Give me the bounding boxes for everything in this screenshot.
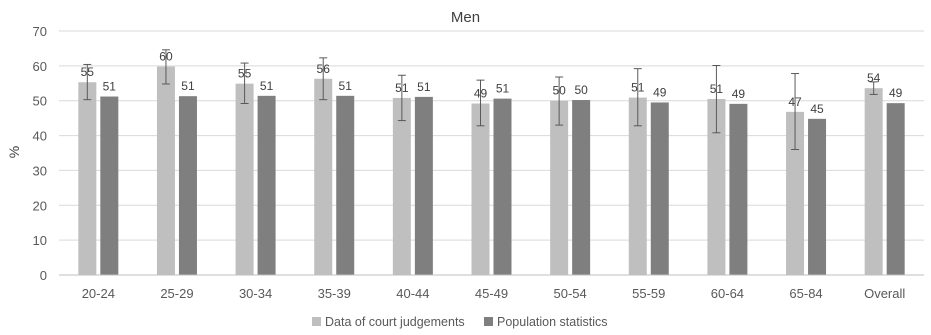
error-bars	[83, 49, 878, 151]
data-label-court-judgements: 51	[395, 81, 409, 95]
y-tick-label: 10	[33, 233, 47, 248]
y-tick-label: 0	[40, 268, 47, 283]
y-tick-label: 20	[33, 198, 47, 213]
x-axis-ticks: 20-24 25-29 30-34 35-39 40-44 45-49 50-54 55-59…	[82, 286, 906, 301]
x-tick-label: 35-39	[318, 286, 351, 301]
data-label-population-statistics: 49	[889, 86, 903, 100]
chart-title: Men	[451, 9, 480, 26]
bar-court-judgements	[235, 83, 254, 276]
bar-court-judgements	[78, 82, 97, 276]
bar-court-judgements	[156, 66, 175, 275]
x-tick-label: 60-64	[711, 286, 744, 301]
data-label-court-judgements: 54	[867, 71, 881, 85]
bar-court-judgements	[707, 98, 726, 275]
x-tick-label: Overall	[864, 286, 905, 301]
data-label-population-statistics: 51	[496, 82, 510, 96]
data-label-court-judgements: 51	[631, 81, 645, 95]
data-label-population-statistics: 49	[653, 85, 667, 99]
bar-court-judgements	[864, 88, 883, 275]
data-label-court-judgements: 60	[159, 50, 173, 64]
data-label-population-statistics: 51	[417, 80, 431, 94]
bar-population-statistics	[493, 98, 512, 275]
bar-population-statistics	[178, 96, 197, 275]
data-label-court-judgements: 51	[710, 82, 724, 96]
bar-court-judgements	[471, 103, 490, 275]
bars	[78, 66, 905, 276]
data-label-population-statistics: 45	[810, 102, 824, 116]
data-label-court-judgements: 47	[788, 95, 802, 109]
bar-population-statistics	[336, 95, 355, 275]
data-label-population-statistics: 51	[103, 80, 117, 94]
y-tick-label: 50	[33, 94, 47, 109]
x-tick-label: 20-24	[82, 286, 115, 301]
legend: Data of court judgements Population stati…	[312, 315, 607, 329]
y-tick-label: 70	[33, 24, 47, 39]
data-label-population-statistics: 51	[181, 79, 195, 93]
data-label-population-statistics: 50	[574, 83, 588, 97]
bar-court-judgements	[314, 78, 333, 275]
bar-court-judgements	[628, 97, 647, 275]
legend-item-population-statistics: Population statistics	[484, 315, 607, 329]
legend-label: Population statistics	[497, 315, 607, 329]
legend-swatch	[312, 317, 321, 326]
data-label-court-judgements: 50	[552, 84, 566, 98]
bar-court-judgements	[786, 111, 805, 276]
data-label-court-judgements: 55	[81, 65, 95, 79]
data-label-population-statistics: 51	[260, 79, 274, 93]
bar-population-statistics	[886, 103, 905, 275]
bar-population-statistics	[100, 96, 119, 275]
legend-swatch	[484, 317, 493, 326]
data-label-population-statistics: 51	[339, 79, 353, 93]
x-tick-label: 50-54	[554, 286, 587, 301]
y-tick-label: 60	[33, 59, 47, 74]
bar-population-statistics	[729, 103, 748, 275]
gridlines	[59, 30, 924, 241]
bar-population-statistics	[808, 118, 827, 275]
legend-label: Data of court judgements	[325, 315, 465, 329]
y-axis-ticks: 0 10 20 30 40 50 60 70	[33, 24, 47, 283]
bar-population-statistics	[572, 100, 591, 275]
legend-item-court-judgements: Data of court judgements	[312, 315, 465, 329]
y-axis-label: %	[6, 146, 22, 158]
y-tick-label: 40	[33, 129, 47, 144]
y-tick-label: 30	[33, 163, 47, 178]
bar-court-judgements	[392, 97, 411, 275]
x-tick-label: 25-29	[160, 286, 193, 301]
data-label-court-judgements: 49	[474, 87, 488, 101]
data-label-court-judgements: 56	[317, 62, 331, 76]
data-labels: 55 51 60 51 55 51 56 51 51 51 49 51 50 50 51 49 51 49 47 45…	[81, 50, 903, 116]
x-tick-label: 65-84	[789, 286, 822, 301]
data-label-population-statistics: 49	[732, 87, 746, 101]
bar-population-statistics	[650, 102, 669, 275]
x-tick-label: 45-49	[475, 286, 508, 301]
x-tick-label: 55-59	[632, 286, 665, 301]
bar-court-judgements	[550, 100, 569, 275]
bar-population-statistics	[257, 95, 276, 275]
data-label-court-judgements: 55	[238, 67, 252, 81]
bar-population-statistics	[414, 96, 433, 275]
x-tick-label: 40-44	[396, 286, 429, 301]
x-tick-label: 30-34	[239, 286, 272, 301]
